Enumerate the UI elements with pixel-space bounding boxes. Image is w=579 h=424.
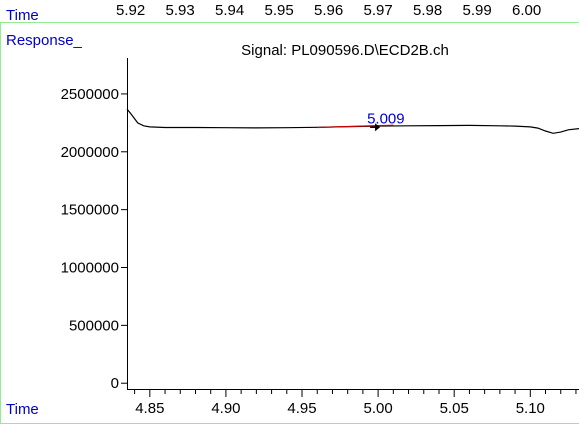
x-axis-ticks: 4.85 4.90 4.95 5.00 5.05 5.10 bbox=[134, 389, 577, 417]
top-tick-label: 6.00 bbox=[512, 2, 541, 19]
signal-trace-line bbox=[126, 108, 579, 134]
peak-label: 5.009 bbox=[367, 110, 405, 127]
y-axis-label: Response_ bbox=[6, 32, 83, 49]
top-tick-label: 5.99 bbox=[463, 2, 492, 19]
integration-baseline bbox=[317, 124, 394, 129]
x-tick-label: 5.10 bbox=[516, 400, 545, 417]
x-tick-label: 5.05 bbox=[440, 400, 469, 417]
y-tick-label: 1500000 bbox=[61, 202, 119, 219]
top-tick-label: 5.93 bbox=[166, 2, 195, 19]
y-tick-label: 2500000 bbox=[61, 86, 119, 103]
y-tick-label: 2000000 bbox=[61, 144, 119, 161]
x-axis-label: Time bbox=[6, 401, 39, 418]
y-axis-ticks: 0 500000 1000000 1500000 2000000 2500000 bbox=[61, 86, 127, 392]
x-tick-label: 5.00 bbox=[364, 400, 393, 417]
x-tick-label: 4.95 bbox=[287, 400, 316, 417]
top-tick-label: 5.98 bbox=[413, 2, 442, 19]
chart-title: Signal: PL090596.D\ECD2B.ch bbox=[241, 42, 449, 59]
x-tick-label: 4.85 bbox=[135, 400, 164, 417]
top-tick-label: 5.95 bbox=[265, 2, 294, 19]
x-tick-label: 4.90 bbox=[211, 400, 240, 417]
peak-marker-arrow bbox=[375, 123, 381, 132]
y-tick-label: 0 bbox=[111, 375, 119, 392]
top-tick-label: 5.92 bbox=[116, 2, 145, 19]
top-time-ticks: 5.92 5.93 5.94 5.95 5.96 5.97 5.98 5.99 6.00 bbox=[116, 2, 541, 19]
y-tick-label: 500000 bbox=[69, 317, 119, 334]
y-tick-label: 1000000 bbox=[61, 260, 119, 277]
plot-area: 5.009 bbox=[126, 108, 579, 134]
top-tick-label: 5.94 bbox=[215, 2, 244, 19]
top-tick-label: 5.96 bbox=[314, 2, 343, 19]
top-time-label: Time bbox=[6, 7, 39, 24]
top-tick-label: 5.97 bbox=[364, 2, 393, 19]
